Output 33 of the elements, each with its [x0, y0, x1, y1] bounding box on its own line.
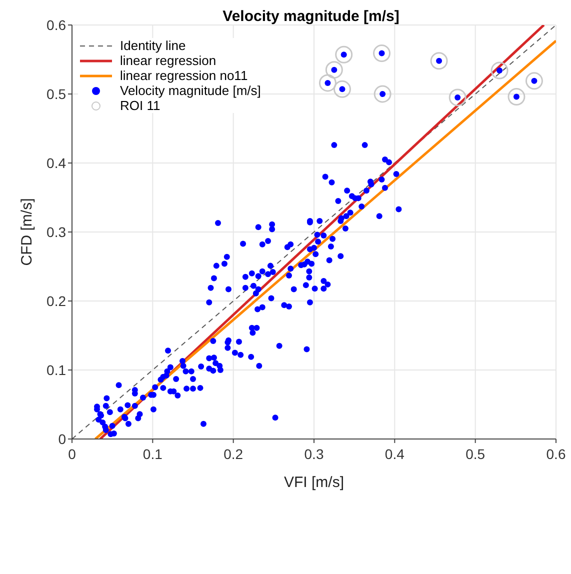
- y-tick-label: 0.2: [46, 292, 66, 309]
- point: [430, 52, 448, 70]
- point: [448, 88, 466, 106]
- point: [318, 74, 336, 92]
- legend-label: ROI 11: [120, 98, 160, 113]
- y-tick-label: 0.4: [46, 154, 66, 171]
- legend-label: linear regression: [120, 53, 216, 68]
- point: [333, 80, 351, 98]
- y-tick-label: 0.6: [46, 16, 66, 33]
- point: [508, 88, 526, 106]
- x-tick-label: 0.3: [304, 446, 324, 462]
- x-tick-label: 0.6: [546, 446, 566, 462]
- x-axis-title: VFI [m/s]: [284, 474, 344, 491]
- legend-label: linear regression no11: [120, 68, 248, 83]
- x-tick-label: 0.2: [224, 446, 244, 462]
- point: [325, 61, 343, 79]
- legend-label: Velocity magnitude [m/s]: [120, 83, 261, 98]
- y-axis-title: CFD [m/s]: [18, 198, 36, 266]
- point: [525, 72, 543, 90]
- y-tick-label: 0: [58, 430, 66, 447]
- y-tick-label: 0.3: [46, 224, 66, 240]
- x-tick-label: 0.1: [142, 446, 163, 462]
- x-tick-label: 0.4: [384, 446, 405, 462]
- chart-title: Velocity magnitude [m/s]: [222, 8, 400, 25]
- point: [490, 62, 508, 80]
- legend-label: Identity line: [120, 38, 186, 53]
- y-tick-label: 0.1: [46, 362, 66, 378]
- x-tick-label: 0.5: [466, 446, 486, 462]
- point: [374, 85, 392, 103]
- x-tick-label: 0: [68, 446, 76, 462]
- point: [335, 46, 353, 64]
- y-tick-label: 0.5: [46, 86, 66, 102]
- point: [373, 44, 391, 62]
